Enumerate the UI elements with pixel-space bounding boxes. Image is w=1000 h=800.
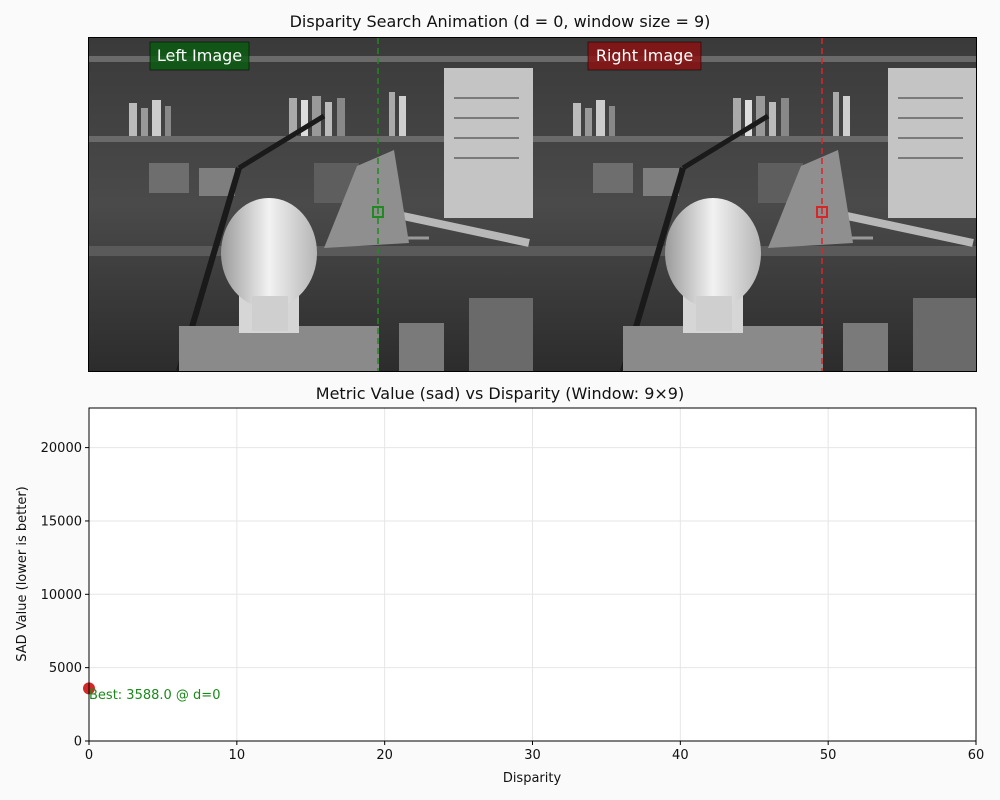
y-tick-label: 10000 — [41, 588, 82, 603]
x-tick-label: 0 — [85, 748, 93, 763]
metric-plot: 0 10 20 30 40 50 60 0 5000 10000 15000 20000 Dispa… — [15, 407, 984, 786]
y-tick-label: 15000 — [41, 514, 82, 529]
left-image-panel — [89, 38, 533, 371]
x-tick-label: 40 — [672, 748, 689, 763]
y-axis: 0 5000 10000 15000 20000 — [41, 441, 89, 750]
left-match-window — [372, 206, 384, 218]
x-tick-label: 30 — [524, 748, 541, 763]
y-tick-label: 0 — [74, 735, 82, 750]
x-axis: 0 10 20 30 40 50 60 — [85, 741, 984, 763]
best-annotation: Best: 3588.0 @ d=0 — [89, 688, 220, 703]
x-tick-label: 10 — [229, 748, 246, 763]
right-image-label-box — [587, 41, 702, 71]
right-image-label: Right Image — [596, 46, 693, 65]
x-tick-label: 50 — [820, 748, 837, 763]
x-tick-label: 60 — [968, 748, 985, 763]
left-image-label: Left Image — [157, 46, 242, 65]
stereo-image-pair: Left Image Right Image — [0, 0, 1000, 380]
chart-title: Metric Value (sad) vs Disparity (Window:… — [315, 384, 685, 403]
x-axis-label: Disparity — [503, 771, 562, 786]
right-image-panel — [533, 38, 977, 371]
left-image-label-box — [149, 41, 250, 71]
y-tick-label: 5000 — [49, 661, 82, 676]
y-axis-label: SAD Value (lower is better) — [15, 486, 30, 661]
y-tick-label: 20000 — [41, 441, 82, 456]
x-tick-label: 20 — [376, 748, 393, 763]
animation-title: Disparity Search Animation (d = 0, windo… — [289, 12, 711, 31]
right-match-window — [816, 206, 828, 218]
